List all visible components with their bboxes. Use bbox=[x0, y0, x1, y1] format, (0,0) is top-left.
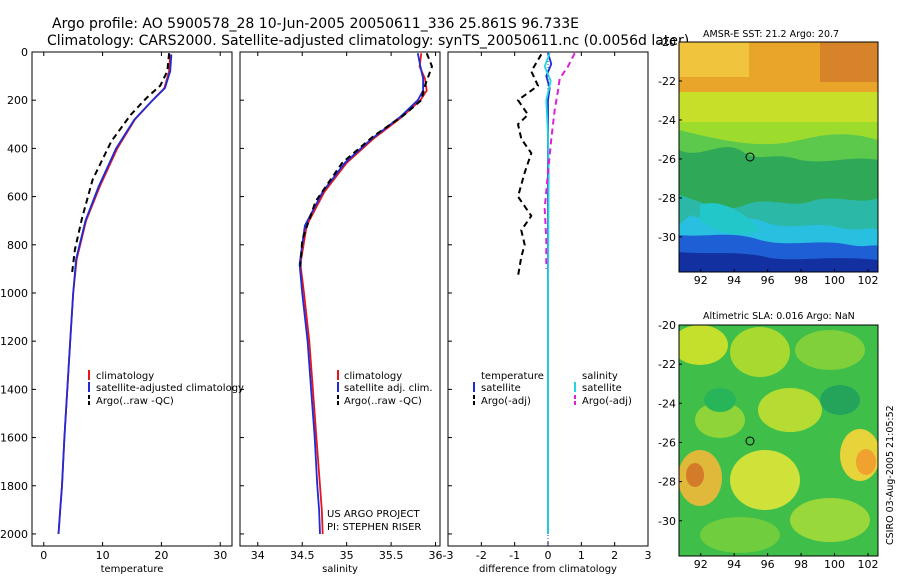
temperature-ytick-label: 1200 bbox=[0, 335, 28, 348]
difference-xtick-label: 2 bbox=[611, 549, 618, 562]
difference-series-2-line bbox=[543, 52, 552, 534]
temperature-axes bbox=[31, 51, 233, 547]
difference-xtick-label: -1 bbox=[509, 549, 520, 562]
salinity-xtick-label: 36 bbox=[429, 549, 443, 562]
salinity-series-2-line bbox=[299, 52, 434, 267]
difference-series-1-line bbox=[516, 53, 543, 277]
difference-xtick-label: -2 bbox=[476, 549, 487, 562]
project-annotation-line2: PI: STEPHEN RISER bbox=[327, 522, 421, 533]
temperature-xlabel: temperature bbox=[101, 564, 164, 575]
sst_map-ytick-label: -20 bbox=[658, 36, 676, 49]
difference-xtick-label: 0 bbox=[545, 549, 552, 562]
temperature-xtick-label: 0 bbox=[40, 549, 47, 562]
sst-map: AMSR-E SST: 21.2 Argo: 20.7 bbox=[678, 29, 879, 273]
header-line1: Argo profile: AO 5900578_28 10-Jun-2005 … bbox=[52, 16, 579, 32]
temperature-ytick-label: 1800 bbox=[0, 480, 28, 493]
sla-map: Altimetric SLA: 0.016 Argo: NaN bbox=[678, 311, 879, 557]
sst_map-xtick-label: 100 bbox=[824, 274, 845, 287]
salinity-xtick-label: 34.5 bbox=[290, 549, 315, 562]
plot-layer: 0 10 20 30020040060080010001200140016001800… bbox=[0, 36, 878, 571]
sla_map-xtick-label: 102 bbox=[857, 558, 878, 571]
sst_map-xtick-label: 102 bbox=[857, 274, 878, 287]
salinity-series-0-line bbox=[299, 53, 428, 535]
temperature-ytick-label: 400 bbox=[7, 142, 28, 155]
sla_map-ytick-label: -30 bbox=[658, 515, 676, 528]
legend-satellite-adjusted: satellite-adjusted climatology bbox=[96, 383, 244, 394]
temperature-ytick-label: 1600 bbox=[0, 432, 28, 445]
legend-climatology: climatology bbox=[344, 371, 402, 382]
sla_map-ytick-label: -20 bbox=[658, 319, 676, 332]
temperature-ytick-label: 600 bbox=[7, 191, 28, 204]
difference-xtick-label: 1 bbox=[578, 549, 585, 562]
salinity-xtick-label: 34 bbox=[251, 549, 265, 562]
sla_map-xtick-label: 96 bbox=[761, 558, 775, 571]
salinity-xtick-label: 35 bbox=[340, 549, 354, 562]
sla_map-xtick-label: 98 bbox=[794, 558, 808, 571]
project-annotation-line1: US ARGO PROJECT bbox=[327, 509, 421, 520]
legend-argo: Argo(..raw -QC) bbox=[344, 396, 422, 407]
difference-legend: temperature satellite Argo(-adj) salinit… bbox=[473, 371, 632, 407]
temperature-ytick-label: 1400 bbox=[0, 383, 28, 396]
temperature-ytick-label: 200 bbox=[7, 94, 28, 107]
temperature-ytick-label: 2000 bbox=[0, 528, 28, 541]
sla_map-xtick-label: 94 bbox=[727, 558, 741, 571]
salinity-xlabel: salinity bbox=[322, 564, 358, 575]
sla_map-xtick-label: 100 bbox=[824, 558, 845, 571]
legend-satellite-adj: satellite adj. clim. bbox=[344, 383, 433, 394]
sla_map-ytick-label: -24 bbox=[658, 397, 676, 410]
temperature-legend: climatology satellite-adjusted climatolo… bbox=[88, 370, 244, 407]
sst-map-image bbox=[679, 42, 878, 272]
sst_map-ytick-label: -30 bbox=[658, 231, 676, 244]
sla-argo-marker bbox=[745, 436, 755, 446]
difference-xtick-label: -3 bbox=[443, 549, 454, 562]
legend-temp-argo: Argo(-adj) bbox=[481, 396, 531, 407]
sst_map-ytick-label: -24 bbox=[658, 114, 676, 127]
sst_map-ytick-label: -22 bbox=[658, 75, 676, 88]
sst-argo-marker bbox=[745, 152, 755, 162]
sla-map-title: Altimetric SLA: 0.016 Argo: NaN bbox=[703, 311, 855, 322]
sst_map-xtick-label: 92 bbox=[694, 274, 708, 287]
salinity-axes bbox=[239, 51, 441, 547]
sst_map-ytick-label: -26 bbox=[658, 153, 676, 166]
legend-sal-satellite: satellite bbox=[582, 383, 622, 394]
header-line2: Climatology: CARS2000. Satellite-adjuste… bbox=[47, 33, 689, 49]
sla_map-ytick-label: -28 bbox=[658, 476, 676, 489]
difference-xtick-label: 3 bbox=[645, 549, 652, 562]
legend-salinity-heading: salinity bbox=[582, 371, 618, 382]
temperature-xtick-label: 20 bbox=[154, 549, 168, 562]
sst_map-ytick-label: -28 bbox=[658, 192, 676, 205]
temperature-ytick-label: 1000 bbox=[0, 287, 28, 300]
temperature-xtick-label: 10 bbox=[96, 549, 110, 562]
legend-sal-argo: Argo(-adj) bbox=[582, 396, 632, 407]
legend-argo: Argo(..raw -QC) bbox=[96, 396, 174, 407]
sst_map-xtick-label: 96 bbox=[761, 274, 775, 287]
legend-temperature-heading: temperature bbox=[481, 371, 544, 382]
salinity-legend: climatology satellite adj. clim. Argo(..… bbox=[337, 370, 433, 407]
difference-xlabel: difference from climatology bbox=[479, 564, 617, 575]
legend-temp-satellite: satellite bbox=[481, 383, 521, 394]
difference-series-3-line bbox=[543, 52, 576, 269]
sla_map-ytick-label: -26 bbox=[658, 436, 676, 449]
sst-map-title: AMSR-E SST: 21.2 Argo: 20.7 bbox=[703, 29, 839, 40]
sst_map-xtick-label: 98 bbox=[794, 274, 808, 287]
side-stamp: CSIRO 03-Aug-2005 21:05:52 bbox=[885, 405, 896, 545]
temperature-series-2-line bbox=[71, 53, 171, 274]
sla-map-image bbox=[679, 325, 878, 556]
salinity-xtick-label: 35.5 bbox=[379, 549, 404, 562]
legend-climatology: climatology bbox=[96, 371, 154, 382]
temperature-series-1-line bbox=[57, 54, 173, 535]
sst_map-xtick-label: 94 bbox=[727, 274, 741, 287]
sla_map-ytick-label: -22 bbox=[658, 358, 676, 371]
temperature-ytick-label: 0 bbox=[21, 46, 28, 59]
temperature-ytick-label: 800 bbox=[7, 239, 28, 252]
sla_map-xtick-label: 92 bbox=[694, 558, 708, 571]
temperature-xtick-label: 30 bbox=[213, 549, 227, 562]
